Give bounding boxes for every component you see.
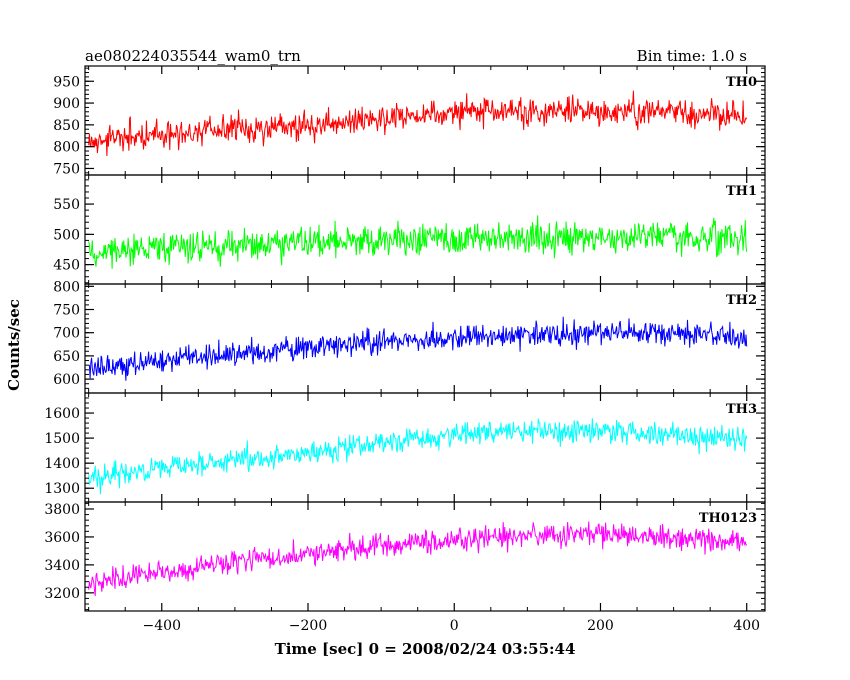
y-tick-label: 850 bbox=[53, 118, 80, 134]
y-tick-label: 1400 bbox=[44, 456, 80, 472]
panel-th0123: 3200 3400 3600 3800 TH0123 bbox=[44, 501, 766, 612]
panel-th0: 750 800 850 900 950 TH0 bbox=[53, 65, 766, 177]
panel-th3: 1300 1400 1500 1600 TH3 bbox=[44, 392, 766, 503]
x-tick-label: −400 bbox=[143, 618, 181, 634]
series-line-th0 bbox=[88, 90, 748, 157]
series-line-th0123 bbox=[88, 521, 748, 597]
panel-label-th2: TH2 bbox=[726, 293, 757, 308]
series-line-th3 bbox=[88, 418, 748, 495]
series-line-th1 bbox=[88, 215, 748, 269]
panel-th1: 450 500 550 TH1 bbox=[53, 174, 766, 285]
x-axis-label: Time [sec] 0 = 2008/02/24 03:55:44 bbox=[275, 640, 576, 658]
y-tick-label: 950 bbox=[53, 74, 80, 90]
panel-label-th1: TH1 bbox=[726, 184, 757, 199]
y-tick-label: 1600 bbox=[44, 406, 80, 422]
y-tick-label: 650 bbox=[53, 349, 80, 365]
panel-label-th0123: TH0123 bbox=[699, 511, 757, 526]
y-tick-label: 3400 bbox=[44, 558, 80, 574]
x-tick-label: 200 bbox=[587, 618, 614, 634]
y-tick-label: 1300 bbox=[44, 481, 80, 497]
series-line-th2 bbox=[88, 316, 748, 381]
y-tick-label: 550 bbox=[53, 197, 80, 213]
y-tick-label: 800 bbox=[53, 279, 80, 295]
x-tick-label: −200 bbox=[289, 618, 327, 634]
y-tick-label: 900 bbox=[53, 96, 80, 112]
x-tick-label: 400 bbox=[733, 618, 760, 634]
y-tick-label: 700 bbox=[53, 326, 80, 342]
y-tick-label: 600 bbox=[53, 372, 80, 388]
y-tick-label: 3600 bbox=[44, 530, 80, 546]
panel-label-th0: TH0 bbox=[726, 75, 757, 90]
y-tick-label: 450 bbox=[53, 258, 80, 274]
y-tick-label: 800 bbox=[53, 140, 80, 156]
y-tick-label: 750 bbox=[53, 161, 80, 177]
x-tick-label: 0 bbox=[450, 618, 459, 634]
y-tick-label: 1500 bbox=[44, 431, 80, 447]
panel-th2: 600 650 700 750 800 TH2 bbox=[53, 279, 766, 394]
y-tick-label: 3800 bbox=[44, 502, 80, 518]
panel-label-th3: TH3 bbox=[726, 402, 757, 417]
y-tick-label: 750 bbox=[53, 303, 80, 319]
chart-title: ae080224035544_wam0_trn bbox=[85, 47, 301, 65]
panel-frame bbox=[84, 501, 766, 612]
y-axis-label: Counts/sec bbox=[5, 299, 23, 391]
chart-panels: 750 800 850 900 950 TH0 450 500 550 TH1 600 650 700 7… bbox=[44, 65, 766, 634]
panel-frame bbox=[84, 392, 766, 503]
y-tick-label: 500 bbox=[53, 227, 80, 243]
bin-time-label: Bin time: 1.0 s bbox=[637, 47, 747, 65]
y-tick-label: 3200 bbox=[44, 586, 80, 602]
